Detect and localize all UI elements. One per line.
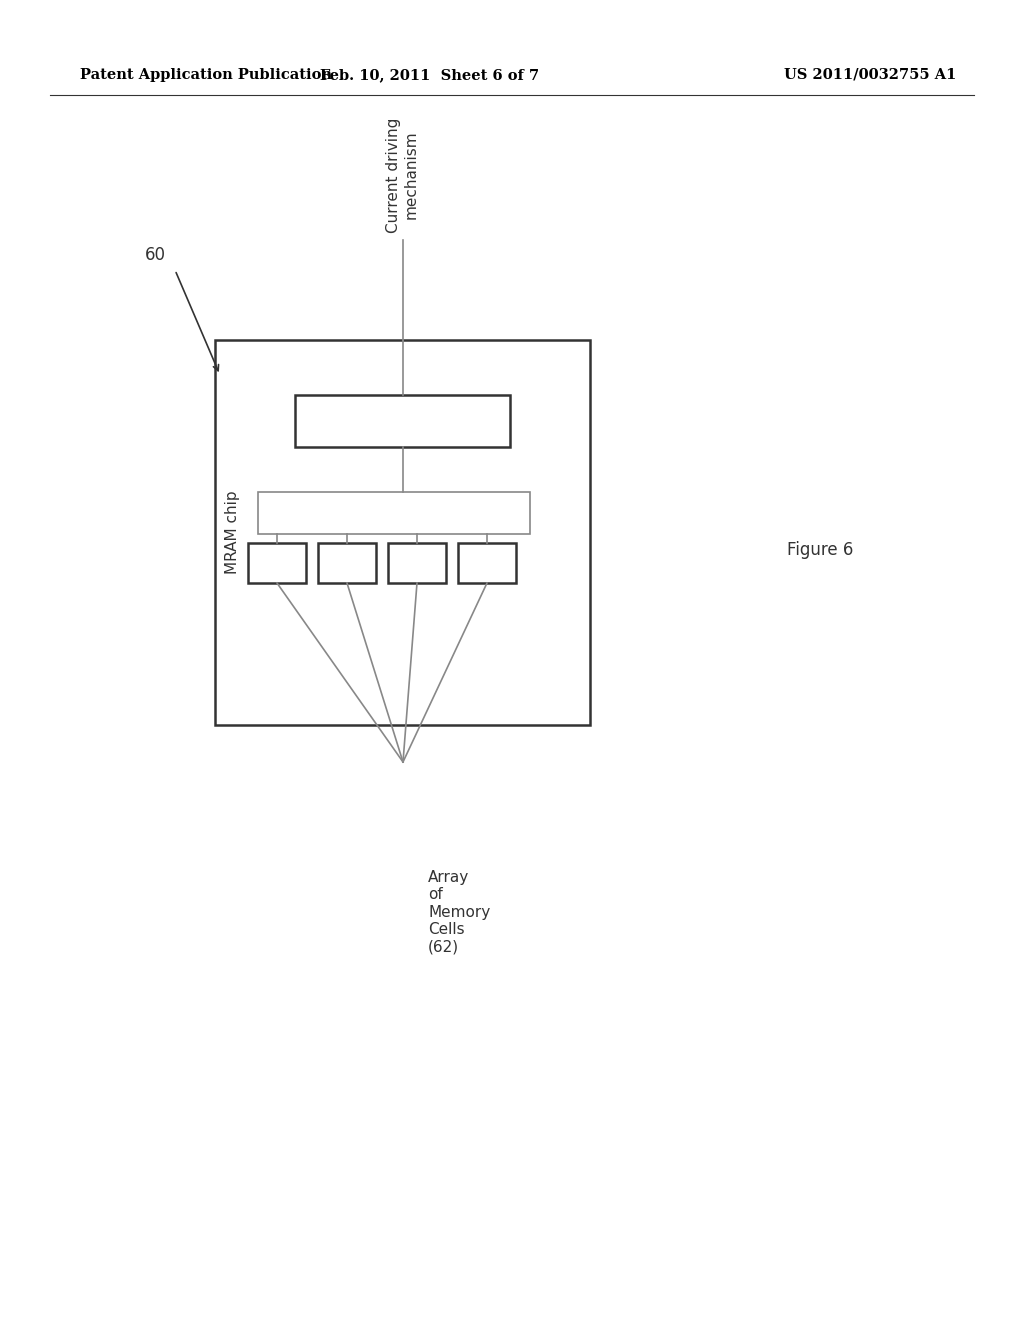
Bar — [318, 543, 376, 583]
Text: Figure 6: Figure 6 — [786, 541, 853, 558]
Bar — [215, 341, 590, 725]
Text: 60: 60 — [144, 246, 166, 264]
Text: US 2011/0032755 A1: US 2011/0032755 A1 — [783, 69, 956, 82]
Text: Patent Application Publication: Patent Application Publication — [80, 69, 332, 82]
Text: MRAM chip: MRAM chip — [225, 491, 241, 574]
Bar — [295, 395, 510, 447]
Bar — [248, 543, 306, 583]
Text: Current driving
mechanism: Current driving mechanism — [386, 117, 419, 232]
Bar — [258, 492, 530, 535]
Text: Feb. 10, 2011  Sheet 6 of 7: Feb. 10, 2011 Sheet 6 of 7 — [321, 69, 540, 82]
Text: Array
of
Memory
Cells
(62): Array of Memory Cells (62) — [428, 870, 490, 954]
Bar — [458, 543, 516, 583]
Bar — [388, 543, 446, 583]
